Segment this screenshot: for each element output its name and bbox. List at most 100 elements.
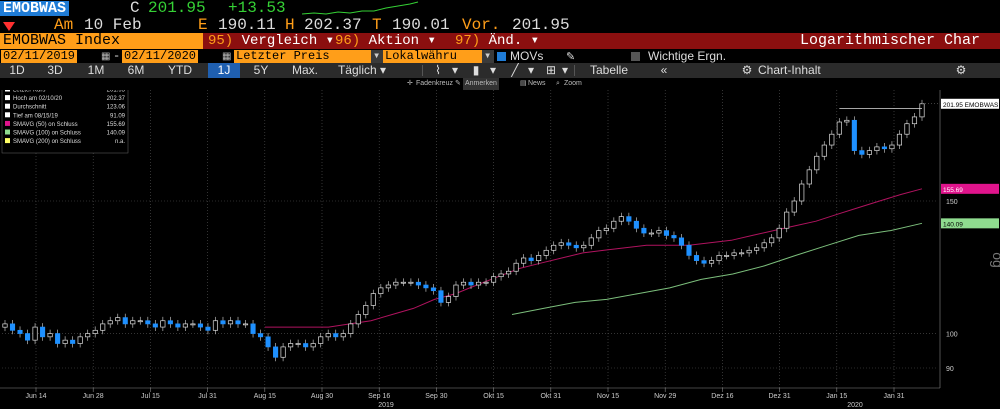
legend-swatch: [5, 120, 10, 126]
candle-up: [603, 227, 609, 231]
price-field-select[interactable]: Letzter Preis: [234, 50, 378, 63]
candle-up: [460, 281, 467, 286]
interval-select[interactable]: Täglich ▾: [334, 63, 390, 78]
calendar-icon[interactable]: ▦: [101, 51, 111, 62]
bar-chart-icon[interactable]: ▮: [472, 63, 480, 77]
x-tick-label: Sep 30: [425, 393, 447, 400]
compare-menu[interactable]: 95) Vergleich ▾: [208, 33, 334, 49]
year-label: 2020: [847, 402, 863, 409]
change-menu[interactable]: 97) Änd. ▾: [455, 33, 539, 49]
candle-up: [911, 116, 918, 125]
period-ytd[interactable]: YTD: [168, 63, 192, 77]
candle-up: [325, 333, 331, 338]
candle-up: [453, 284, 459, 297]
ticker-symbol[interactable]: EMOBWAS: [0, 1, 70, 16]
chevron-down-icon: ▾: [380, 63, 387, 77]
crosshair-tool[interactable]: Fadenkreuz: [416, 80, 453, 87]
candle-up: [2, 323, 8, 328]
candle-up: [400, 281, 406, 284]
table-button[interactable]: Tabelle: [589, 63, 629, 77]
chart-content-button[interactable]: Chart-Inhalt: [758, 63, 821, 77]
x-tick-label: Jan 31: [883, 393, 904, 400]
candle-up: [558, 242, 564, 246]
candle-up: [318, 336, 324, 344]
annotate-tool[interactable]: Anmerken: [463, 78, 499, 90]
period-1j[interactable]: 1J: [208, 63, 240, 78]
chevron-down-icon[interactable]: ▾: [482, 50, 494, 63]
events-checkbox[interactable]: [631, 52, 640, 61]
collapse-icon[interactable]: «: [660, 63, 668, 77]
grid-tool-icon[interactable]: ⊞: [545, 63, 557, 77]
period-6m[interactable]: 6M: [127, 63, 145, 77]
x-tick-label: Nov 15: [597, 393, 619, 400]
candle-up: [618, 216, 624, 222]
currency-select[interactable]: Lokalwähru: [383, 50, 483, 63]
compare-label: Vergleich: [241, 33, 318, 49]
x-tick-label: Sep 16: [368, 393, 390, 400]
candle-down: [273, 346, 279, 358]
high-label: H: [285, 17, 295, 34]
period-3d[interactable]: 3D: [47, 63, 63, 77]
chevron-down-icon[interactable]: ▾: [561, 63, 569, 77]
action-menu[interactable]: 96) Aktion ▾: [335, 33, 436, 49]
candle-up: [288, 343, 294, 348]
candle-up: [506, 270, 512, 275]
candle-up: [107, 320, 113, 325]
chevron-down-icon[interactable]: ▾: [489, 63, 497, 77]
candle-up: [378, 287, 384, 294]
period-1m[interactable]: 1M: [87, 63, 105, 77]
period-5y[interactable]: 5Y: [253, 63, 269, 77]
candle-up: [385, 284, 391, 289]
candle-down: [851, 119, 857, 151]
moving-averages: [265, 188, 923, 328]
movs-checkbox[interactable]: [497, 52, 506, 61]
security-field[interactable]: EMOBWAS Index: [0, 33, 203, 49]
x-tick-label: Aug 15: [254, 393, 276, 400]
candle-up: [115, 317, 121, 322]
down-arrow-icon: [3, 22, 15, 31]
chevron-down-icon[interactable]: ▾: [451, 63, 459, 77]
legend-value: 91.09: [110, 113, 126, 119]
x-tick-label: Dez 16: [711, 393, 733, 400]
candle-down: [333, 333, 339, 338]
calendar-icon[interactable]: ▦: [222, 51, 232, 62]
chart-tools: ✛ Fadenkreuz ✎ Anmerken ▤ News ⌕ Zoom: [0, 78, 1000, 90]
divider: [574, 65, 575, 76]
legend-swatch: [5, 103, 10, 109]
candle-up: [62, 339, 68, 344]
candle-down: [678, 237, 685, 246]
chevron-down-icon: ▾: [427, 33, 436, 49]
candle-up: [536, 255, 542, 261]
chevron-down-icon[interactable]: ▾: [371, 50, 383, 63]
x-tick-label: Jun 14: [25, 393, 46, 400]
candle-down: [415, 281, 421, 286]
x-tick-label: Jul 15: [141, 393, 160, 400]
news-tool[interactable]: News: [528, 80, 546, 87]
candle-up: [355, 314, 361, 325]
open-label: E: [198, 17, 208, 34]
candle-up: [708, 260, 715, 264]
sparkline-icon: [301, 1, 419, 15]
draw-tool-icon[interactable]: ╱: [511, 63, 519, 77]
period-max[interactable]: Max.: [291, 63, 318, 77]
candle-down: [468, 281, 474, 286]
candle-down: [122, 317, 128, 325]
pencil-icon[interactable]: ✎: [566, 51, 576, 63]
candle-up: [656, 230, 662, 234]
candle-up: [596, 230, 602, 239]
period-1d[interactable]: 1D: [9, 63, 25, 77]
line-chart-icon[interactable]: ⌇: [435, 63, 441, 77]
sma100-line: [511, 222, 923, 315]
legend-value: 140.09: [107, 131, 126, 137]
chevron-down-icon[interactable]: ▾: [527, 63, 535, 77]
candle-up: [724, 255, 730, 257]
price-chart[interactable]: Letzter Kurs 201.95 Hoch am 02/10/20 202.37…: [0, 90, 1000, 409]
start-date-field[interactable]: 02/11/2019: [1, 49, 78, 63]
candle-up: [513, 262, 519, 272]
end-date-field[interactable]: 02/11/2020: [122, 49, 199, 63]
gear-icon[interactable]: ⚙: [955, 63, 967, 77]
chart-legend: Letzter Kurs 201.95 Hoch am 02/10/20 202.37…: [1, 90, 129, 154]
zoom-tool[interactable]: Zoom: [564, 80, 582, 87]
candle-down: [641, 227, 647, 234]
candle-up: [588, 237, 594, 246]
